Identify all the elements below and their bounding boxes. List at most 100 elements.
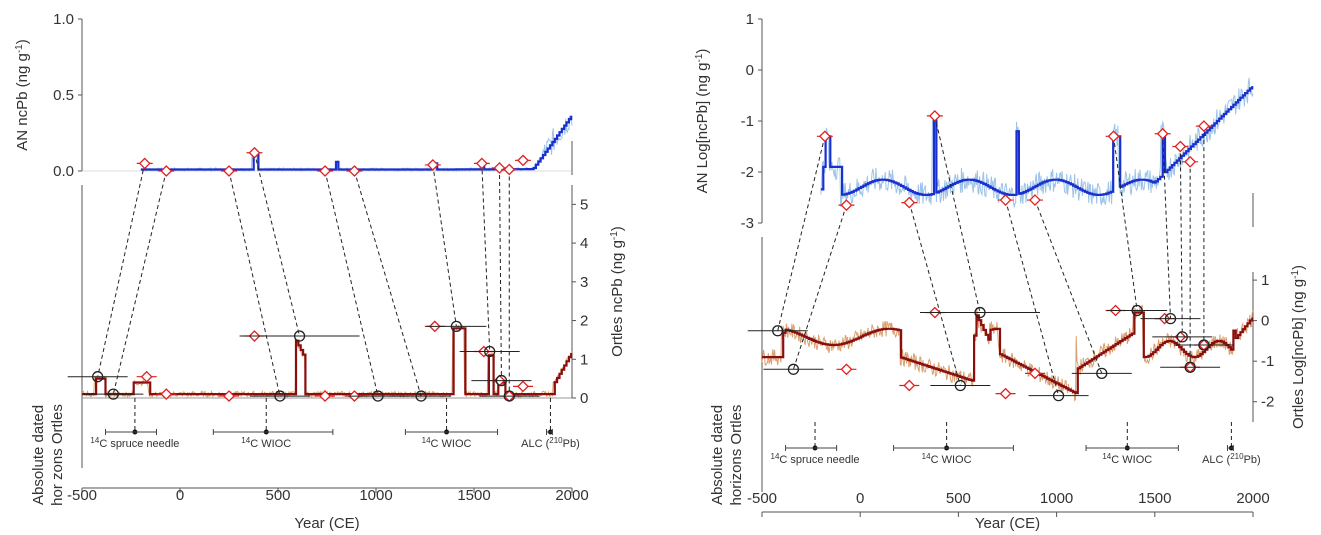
xtick-label: 2000 bbox=[1236, 490, 1269, 507]
bottom-ytick-label: -1 bbox=[1261, 353, 1274, 370]
an-diamond-marker bbox=[319, 165, 331, 177]
ortles-circle-marker bbox=[1164, 312, 1177, 325]
horizon-label: 14C WIOC bbox=[422, 436, 472, 451]
top-ytick-label: -2 bbox=[741, 164, 754, 181]
ortles-circle-marker bbox=[450, 320, 463, 333]
an-diamond-marker bbox=[1174, 140, 1187, 153]
an-diamond-marker bbox=[903, 196, 916, 209]
ortles-circle-marker bbox=[772, 325, 784, 337]
bottom-ytick-label: 2 bbox=[580, 313, 588, 330]
an-step-series bbox=[820, 86, 1254, 196]
ortles-step-series bbox=[762, 311, 1254, 395]
tie-point-connector bbox=[432, 164, 457, 327]
ortles-circle-marker bbox=[1198, 339, 1210, 351]
ortles-circle-marker bbox=[495, 374, 508, 387]
ortles-circle-marker bbox=[1176, 331, 1188, 343]
an-diamond-marker bbox=[138, 157, 151, 170]
tie-point-connector bbox=[777, 136, 826, 331]
ortles-diamond-marker bbox=[840, 363, 853, 376]
tie-point-connector bbox=[1005, 199, 1060, 396]
ortles-circle-marker bbox=[107, 388, 120, 400]
ortles-circle-marker bbox=[484, 345, 496, 358]
ortles-diamond-marker bbox=[319, 390, 331, 402]
an-diamond-marker bbox=[503, 163, 516, 176]
an-diamond-marker bbox=[348, 165, 361, 177]
an-diamond-marker bbox=[818, 130, 831, 143]
tie-point-connector bbox=[324, 170, 379, 397]
horizon-label: 14C spruce needle bbox=[771, 452, 860, 467]
xtick-label: 0 bbox=[176, 487, 184, 504]
an-diamond-marker bbox=[223, 165, 235, 177]
bottom-y-axis-title: Ortles ncPb (ng g-1) bbox=[609, 226, 627, 357]
side-label-line-2: horizons Ortles bbox=[728, 405, 745, 506]
ortles-circle-marker bbox=[1096, 367, 1108, 380]
ortles-raw-series bbox=[761, 304, 1254, 402]
x-axis-title: Year (CE) bbox=[975, 515, 1040, 532]
bottom-ytick-label: 4 bbox=[580, 235, 588, 252]
top-ytick-label: -1 bbox=[741, 113, 754, 130]
xtick-label: 1500 bbox=[1138, 490, 1171, 507]
xtick-label: 500 bbox=[265, 487, 290, 504]
panel-linear: 0.0 0.5 1.0 0 1 2 3 4 5 -500 0 500 1000 1500 2000 Year … bbox=[30, 11, 589, 532]
ortles-circle-marker bbox=[1052, 389, 1065, 402]
an-diamond-marker bbox=[928, 109, 941, 122]
an-raw-series bbox=[140, 115, 573, 173]
horizon-label: 14C spruce needle bbox=[90, 436, 179, 451]
tie-point-connector bbox=[498, 167, 502, 381]
top-ytick-label: 0.0 bbox=[53, 163, 74, 180]
top-ytick-label: 1 bbox=[746, 11, 754, 28]
tie-point-connector bbox=[97, 163, 146, 377]
bottom-ytick-label: 1 bbox=[580, 351, 588, 368]
bottom-ytick-label: 1 bbox=[1261, 272, 1269, 289]
horizon-label: 14C WIOC bbox=[922, 452, 972, 467]
tie-point-connector bbox=[792, 204, 847, 370]
tie-point-connector bbox=[353, 170, 422, 397]
ortles-diamond-marker bbox=[517, 380, 529, 393]
ortles-circle-marker bbox=[1131, 304, 1143, 317]
an-raw-series bbox=[820, 77, 1254, 208]
xtick-label: 1000 bbox=[359, 487, 392, 504]
ortles-diamond-marker bbox=[1029, 367, 1041, 380]
top-ytick-label: 0 bbox=[746, 62, 754, 79]
tie-point-connector bbox=[1162, 133, 1172, 319]
bottom-y-axis-title: Ortles Log[ncPb] (ng g-1) bbox=[1290, 265, 1308, 429]
an-diamond-marker bbox=[1156, 127, 1169, 140]
xtick-label: 2000 bbox=[555, 487, 588, 504]
an-diamond-marker bbox=[160, 165, 173, 177]
ortles-circle-marker bbox=[274, 390, 286, 402]
ortles-circle-marker bbox=[974, 306, 986, 319]
ortles-circle-marker bbox=[1184, 361, 1196, 373]
tie-point-connector bbox=[908, 202, 961, 386]
xtick-label: 0 bbox=[856, 490, 864, 507]
xtick-label: 500 bbox=[946, 490, 971, 507]
ortles-diamond-marker bbox=[999, 387, 1012, 400]
top-ytick-label: 1.0 bbox=[53, 11, 74, 28]
ortles-circle-marker bbox=[293, 330, 306, 342]
tie-point-connector bbox=[112, 170, 167, 395]
top-y-axis-title: AN Log[ncPb] (ng g-1) bbox=[694, 49, 712, 194]
horizon-label: 14C WIOC bbox=[1102, 452, 1152, 467]
an-diamond-marker bbox=[517, 154, 529, 167]
an-diamond-marker bbox=[1107, 130, 1120, 143]
tie-point-connector bbox=[1113, 136, 1138, 311]
side-label-line-1: Absolute dated bbox=[709, 405, 726, 505]
xtick-label: 1000 bbox=[1040, 490, 1073, 507]
ortles-diamond-marker bbox=[140, 370, 153, 383]
tie-point-connector bbox=[934, 115, 981, 313]
tie-point-connector bbox=[253, 152, 301, 337]
an-step-series bbox=[140, 115, 573, 171]
bottom-ytick-label: 0 bbox=[1261, 313, 1269, 330]
an-diamond-marker bbox=[475, 157, 488, 170]
ortles-diamond-marker bbox=[160, 388, 173, 401]
tie-point-connector bbox=[481, 163, 491, 352]
xtick-label: -500 bbox=[747, 490, 777, 507]
horizon-label: ALC (210Pb) bbox=[1202, 452, 1261, 467]
ortles-circle-marker bbox=[92, 371, 104, 383]
ortles-diamond-marker bbox=[223, 390, 235, 402]
an-diamond-marker bbox=[999, 194, 1012, 206]
top-y-axis-title: AN ncPb (ng g-1) bbox=[14, 39, 32, 150]
top-ytick-label: 0.5 bbox=[53, 87, 74, 104]
an-diamond-marker bbox=[493, 162, 506, 174]
bottom-ytick-label: 0 bbox=[580, 390, 588, 407]
